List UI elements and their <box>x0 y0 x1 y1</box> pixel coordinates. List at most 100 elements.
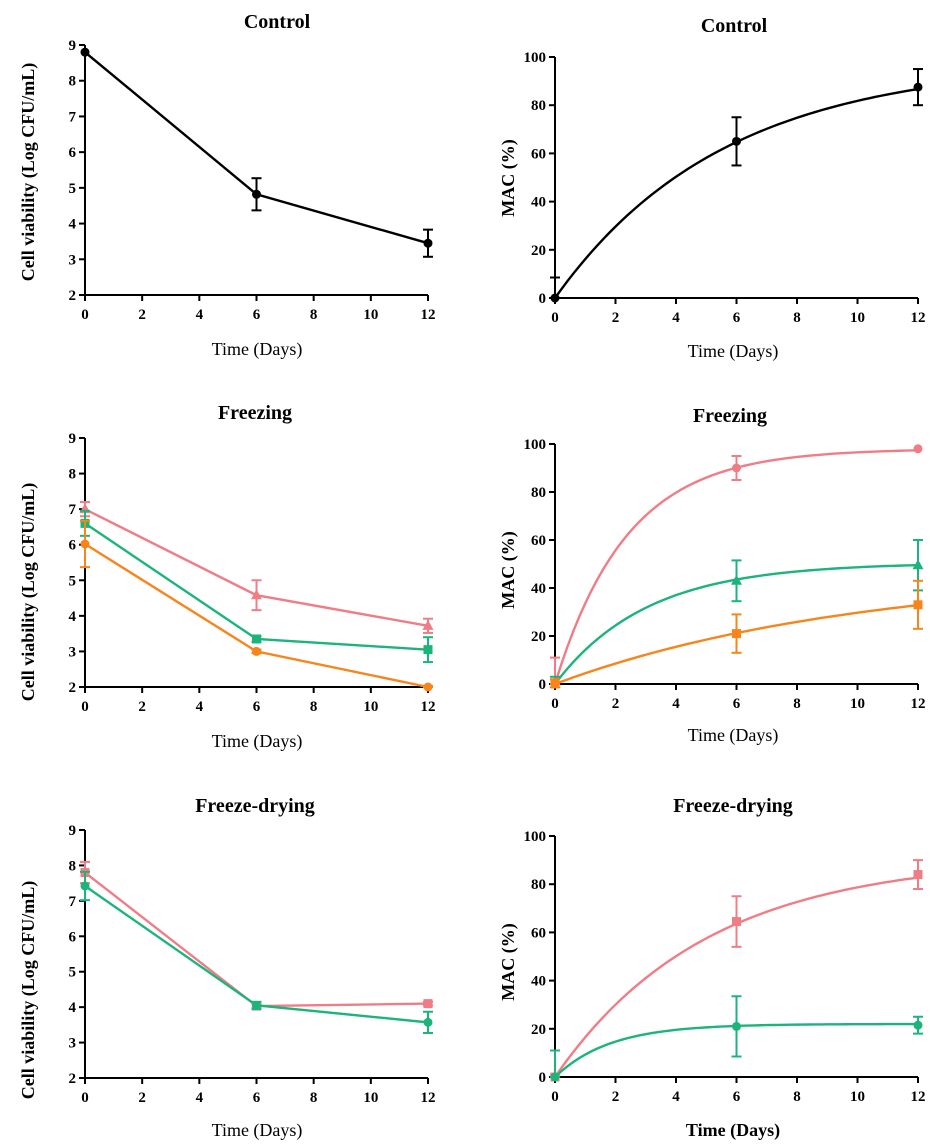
y-tick-label: 0 <box>539 291 547 307</box>
y-tick-label: 9 <box>69 431 77 447</box>
y-tick-label: 3 <box>69 644 77 660</box>
y-axis-label: Cell viability (Log CFU/mL) <box>18 881 39 1100</box>
y-tick-label: 60 <box>531 533 546 549</box>
x-tick-label: 0 <box>81 1090 89 1106</box>
x-tick-label: 12 <box>421 1090 436 1106</box>
x-axis-label: Time (Days) <box>688 725 779 746</box>
data-point <box>732 136 741 146</box>
x-axis-label: Time (Days) <box>212 1120 303 1141</box>
data-point <box>732 463 741 473</box>
data-point <box>252 189 261 199</box>
data-point <box>423 645 433 655</box>
data-point <box>732 1021 741 1031</box>
x-axis-label: Time (Days) <box>212 731 303 752</box>
y-axis-label: MAC (%) <box>498 923 519 1000</box>
x-tick-label: 0 <box>81 307 89 323</box>
plot-area: 0 2 4 6 8 10 12 0 20 40 60 80 100 <box>524 437 926 712</box>
y-tick-label: 8 <box>69 74 77 90</box>
x-tick-label: 10 <box>363 307 378 323</box>
data-point <box>550 679 560 689</box>
data-point <box>912 559 924 570</box>
y-tick-label: 8 <box>69 467 77 483</box>
y-tick-label: 5 <box>69 573 77 589</box>
x-tick-label: 6 <box>253 1090 261 1106</box>
y-tick-label: 20 <box>531 1022 546 1038</box>
panel-title: Control <box>244 11 311 33</box>
panel-freezing-viability: Freezing Time (Days) Cell viability (Log… <box>18 402 436 752</box>
x-tick-label: 2 <box>612 696 620 712</box>
x-tick-label: 2 <box>612 1089 620 1105</box>
y-tick-label: 6 <box>69 145 77 161</box>
panel-title: Freezing <box>693 405 767 427</box>
data-point <box>252 634 261 644</box>
y-tick-label: 40 <box>531 195 546 211</box>
x-tick-label: 10 <box>850 310 865 326</box>
y-tick-label: 0 <box>539 1070 547 1086</box>
y-axis-label: Cell viability (Log CFU/mL) <box>18 63 39 282</box>
y-tick-label: 80 <box>531 98 546 114</box>
x-tick-label: 10 <box>850 696 865 712</box>
data-point <box>550 1072 560 1082</box>
x-tick-label: 8 <box>310 1090 318 1106</box>
data-point <box>732 917 741 927</box>
x-tick-label: 6 <box>733 696 741 712</box>
data-point <box>423 999 433 1009</box>
y-tick-label: 60 <box>531 925 546 941</box>
x-tick-label: 12 <box>911 310 926 326</box>
data-point <box>913 600 923 610</box>
x-tick-label: 10 <box>363 1090 378 1106</box>
data-point <box>252 646 261 656</box>
data-point <box>423 238 433 248</box>
x-tick-label: 2 <box>612 310 620 326</box>
y-tick-label: 5 <box>69 965 77 981</box>
panel-title: Control <box>701 15 768 37</box>
y-tick-label: 40 <box>531 974 546 990</box>
y-tick-label: 0 <box>539 677 547 693</box>
data-point <box>913 1020 923 1030</box>
panel-title: Freeze-drying <box>195 795 315 817</box>
y-tick-label: 80 <box>531 877 546 893</box>
x-tick-label: 12 <box>421 699 436 715</box>
x-tick-label: 6 <box>253 307 261 323</box>
x-tick-label: 4 <box>196 1090 204 1106</box>
data-point <box>423 1017 433 1027</box>
x-tick-label: 6 <box>253 699 261 715</box>
x-tick-label: 8 <box>793 696 801 712</box>
data-point <box>251 589 262 600</box>
y-tick-label: 2 <box>69 288 77 304</box>
y-tick-label: 40 <box>531 581 546 597</box>
x-axis-label: Time (Days) <box>686 1120 780 1141</box>
y-tick-label: 20 <box>531 243 546 259</box>
y-tick-label: 3 <box>69 1036 77 1052</box>
y-tick-label: 100 <box>524 829 547 845</box>
y-tick-label: 7 <box>69 502 77 518</box>
y-tick-label: 6 <box>69 538 77 554</box>
x-tick-label: 0 <box>81 699 89 715</box>
x-tick-label: 6 <box>733 310 741 326</box>
panel-freezing-mac: Freezing Time (Days) MAC (%) 0 2 4 6 8 10 12 0 2… <box>498 405 926 746</box>
data-point <box>252 1000 261 1010</box>
plot-area: 0 2 4 6 8 10 12 0 20 40 60 80 100 <box>524 829 926 1105</box>
y-tick-label: 100 <box>524 437 547 453</box>
y-axis-label: Cell viability (Log CFU/mL) <box>18 483 39 702</box>
panel-freeze-drying-mac: Freeze-drying Time (Days) MAC (%) 0 2 4 6 8 1… <box>498 795 926 1141</box>
x-tick-label: 8 <box>793 1089 801 1105</box>
y-axis-label: MAC (%) <box>498 139 519 216</box>
x-axis-label: Time (Days) <box>688 341 779 362</box>
data-point <box>550 293 560 303</box>
panel-title: Freezing <box>218 402 292 424</box>
x-tick-label: 8 <box>310 307 318 323</box>
y-tick-label: 8 <box>69 858 77 874</box>
x-tick-label: 6 <box>733 1089 741 1105</box>
x-tick-label: 12 <box>911 1089 926 1105</box>
y-tick-label: 5 <box>69 181 77 197</box>
y-tick-label: 2 <box>69 680 77 696</box>
series-line <box>84 871 429 1008</box>
y-tick-label: 100 <box>524 50 547 66</box>
x-tick-label: 2 <box>138 307 146 323</box>
y-tick-label: 20 <box>531 629 546 645</box>
y-axis-label: MAC (%) <box>498 531 519 608</box>
